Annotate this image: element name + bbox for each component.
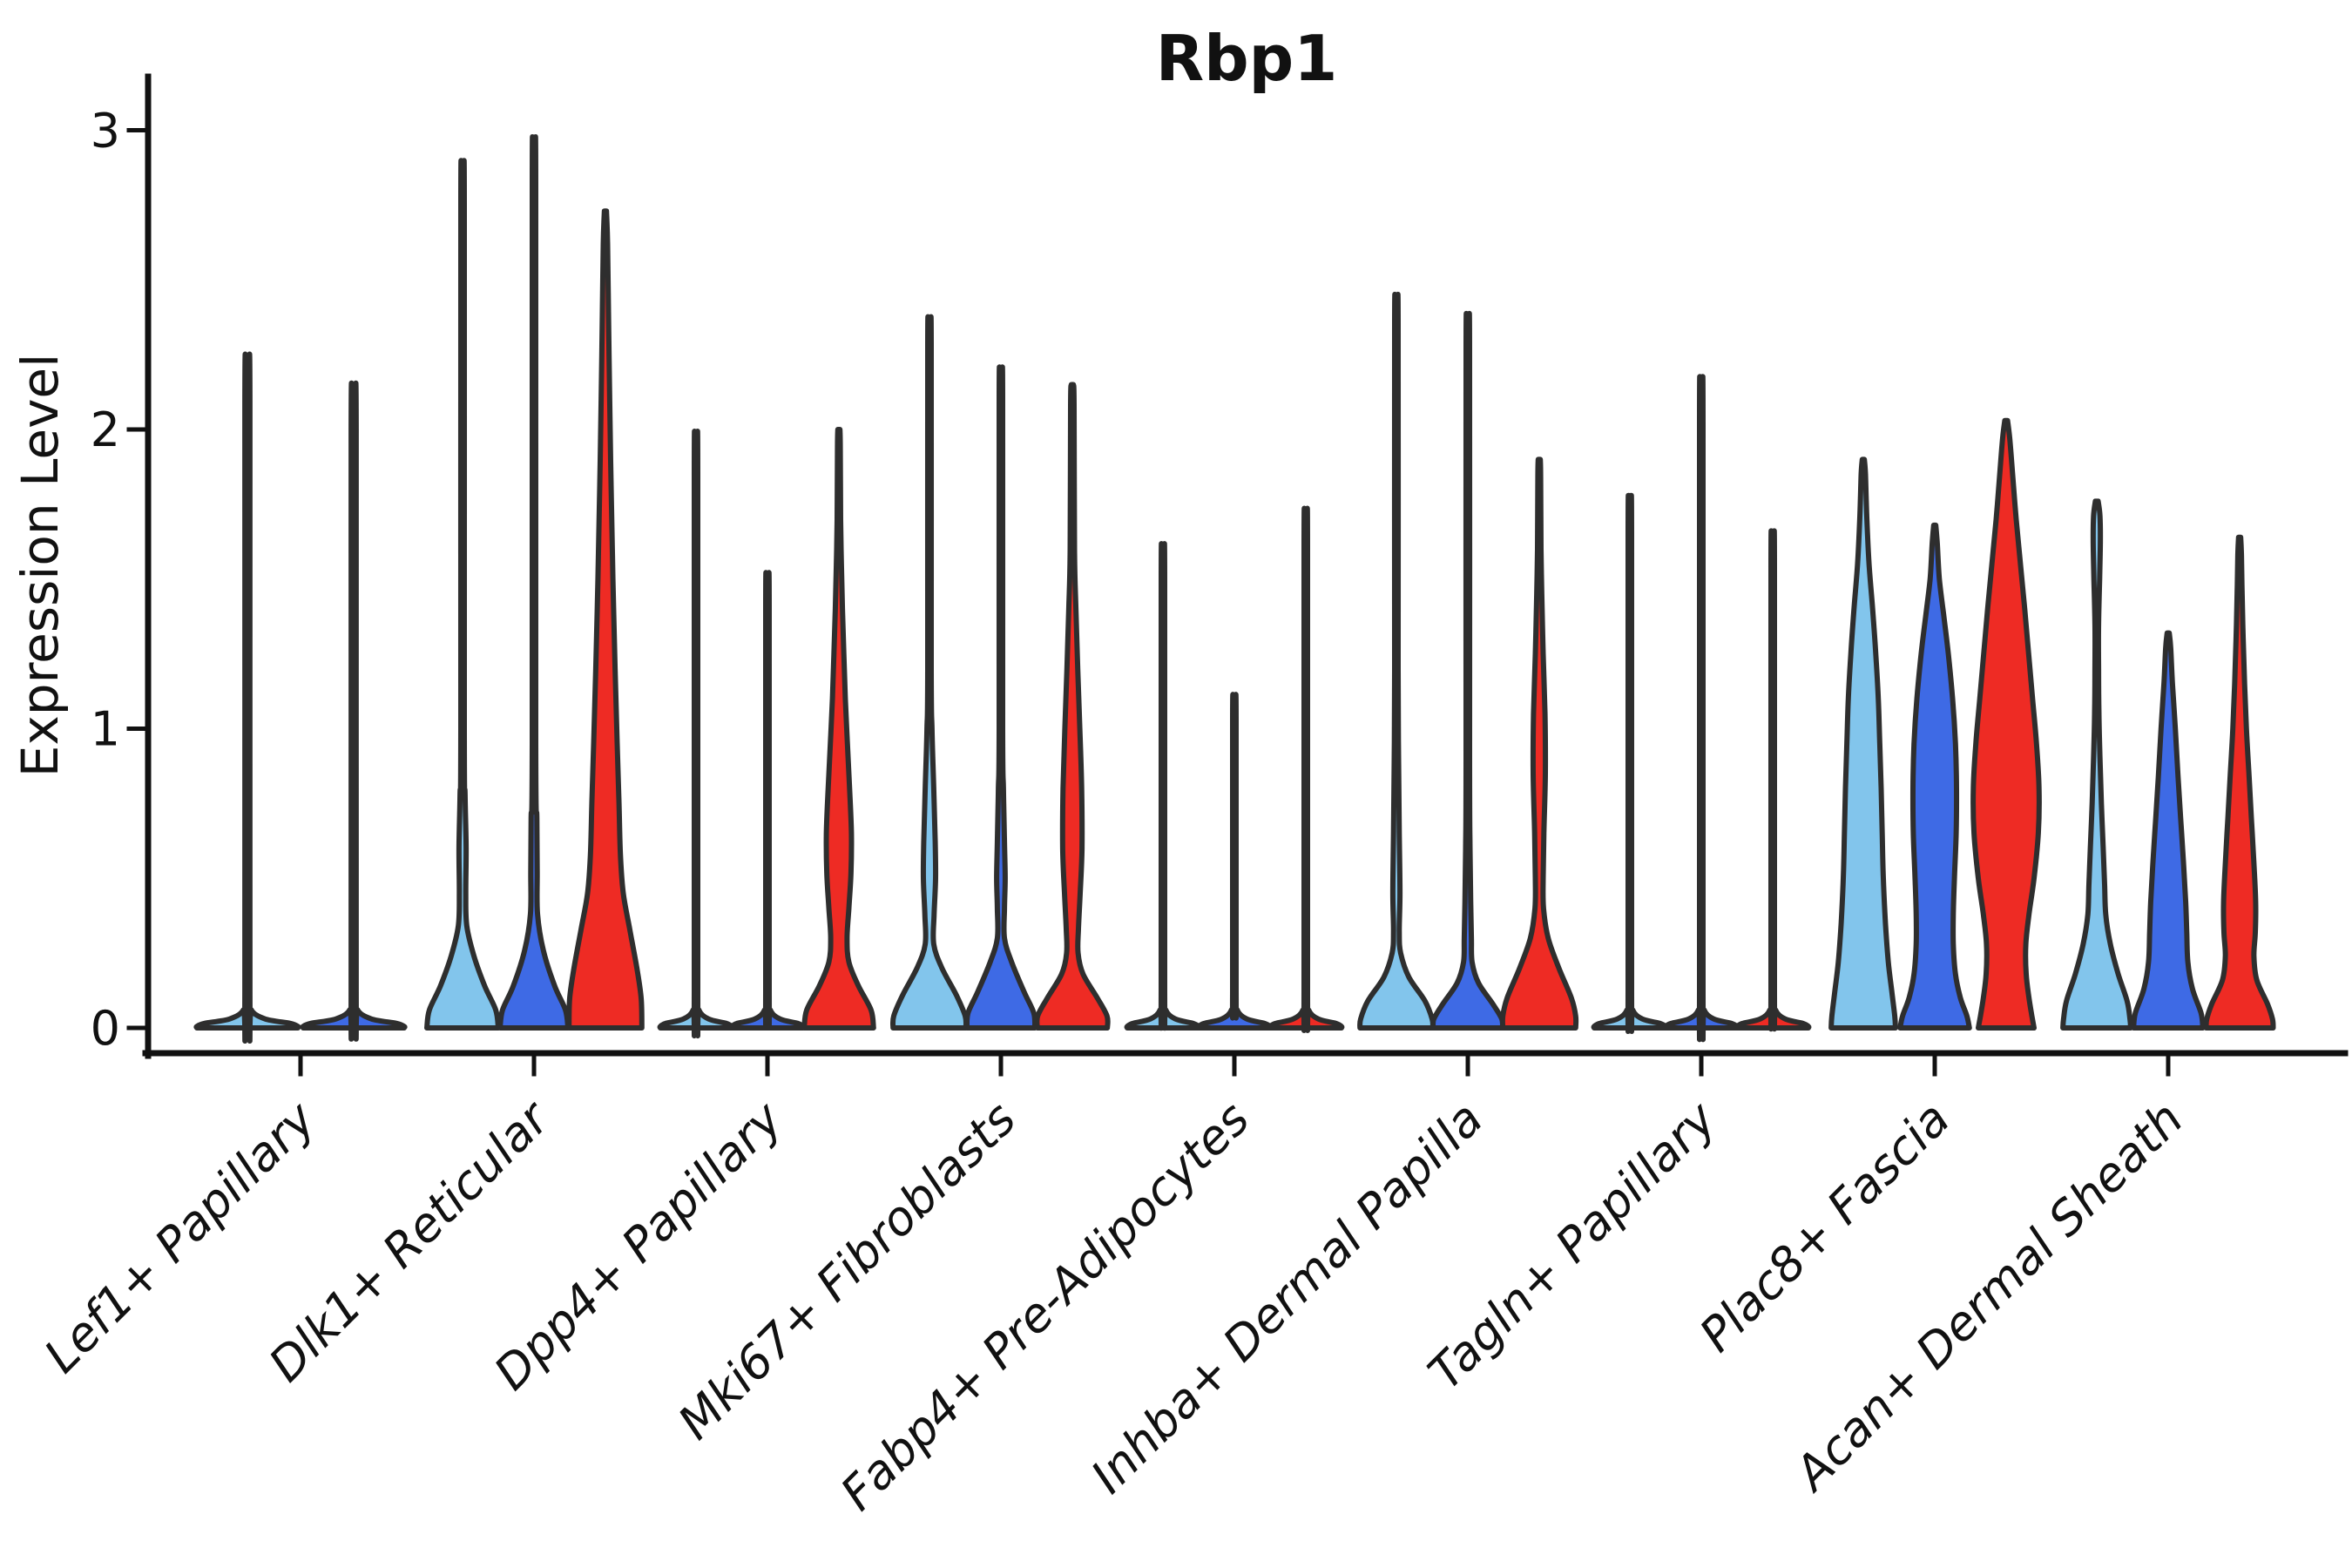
y-axis-label: Expression Level <box>10 354 70 777</box>
violin-tagln-papillary-s3 <box>1734 528 1812 1032</box>
violin-dpp4-papillary-s3 <box>801 427 876 1031</box>
violin-inhba-dermal-papilla-s2 <box>1430 310 1505 1031</box>
violin-fabp4-pre-adipocytes-s3 <box>1267 505 1345 1033</box>
x-tick-label: Inhba+ Dermal Papilla <box>1080 1092 1493 1504</box>
violin-lef1-papillary-s1 <box>193 351 301 1044</box>
violin-acan-dermal-sheath-s3 <box>2203 534 2276 1031</box>
violin-fabp4-pre-adipocytes-s2 <box>1195 692 1274 1031</box>
violin-plac8-fascia-s1 <box>1828 456 1898 1031</box>
violin-dlk1-reticular-s3 <box>566 208 645 1031</box>
x-tick-label: Acan+ Dermal Sheath <box>1782 1092 2193 1503</box>
y-tick-label: 3 <box>91 104 120 159</box>
violin-tagln-papillary-s2 <box>1662 374 1740 1043</box>
y-tick-label: 2 <box>91 402 120 457</box>
chart-title: Rbp1 <box>1156 22 1338 95</box>
violin-dlk1-reticular-s1 <box>424 158 501 1031</box>
y-tick-label: 0 <box>91 1001 120 1056</box>
violin-acan-dermal-sheath-s1 <box>2060 498 2133 1031</box>
violin-tagln-papillary-s1 <box>1591 492 1669 1034</box>
violin-mki67-fibroblasts-s2 <box>963 364 1038 1031</box>
violins-layer <box>193 134 2276 1044</box>
violin-dlk1-reticular-s2 <box>497 134 571 1031</box>
violin-mki67-fibroblasts-s1 <box>889 314 970 1031</box>
violin-plac8-fascia-s3 <box>1970 417 2042 1031</box>
violin-inhba-dermal-papilla-s1 <box>1357 291 1436 1031</box>
violin-mki67-fibroblasts-s3 <box>1034 382 1111 1031</box>
x-tick-label: Fabp4+ Pre-Adipocytes <box>830 1092 1260 1521</box>
x-tick-label: Plac8+ Fascia <box>1689 1092 1960 1362</box>
y-tick-label: 1 <box>91 702 120 757</box>
violin-fabp4-pre-adipocytes-s1 <box>1124 541 1202 1031</box>
violin-acan-dermal-sheath-s2 <box>2131 630 2206 1031</box>
violin-dpp4-papillary-s1 <box>657 429 735 1038</box>
violin-inhba-dermal-papilla-s3 <box>1499 456 1579 1031</box>
violin-dpp4-papillary-s2 <box>728 570 807 1031</box>
violin-plac8-fascia-s2 <box>1897 522 1972 1031</box>
violin-lef1-papillary-s2 <box>300 381 408 1042</box>
